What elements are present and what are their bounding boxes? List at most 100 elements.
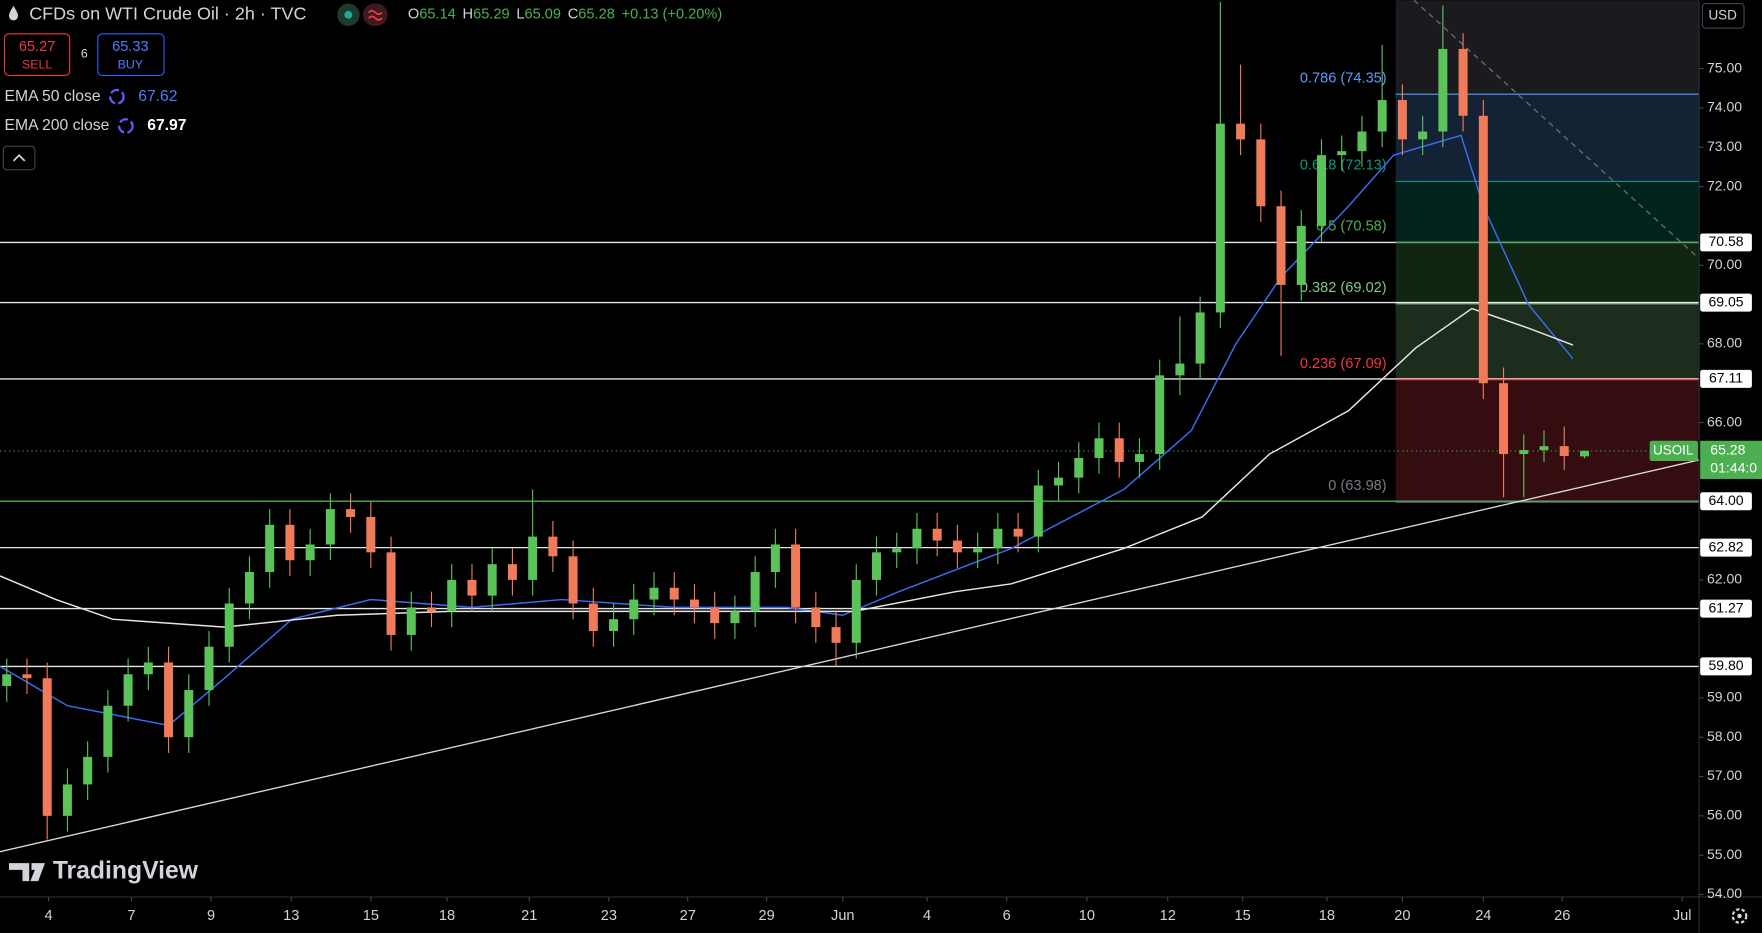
fib-label: 0.382 (69.02) <box>1300 280 1387 296</box>
candle-body <box>791 544 801 608</box>
candle-body <box>1317 155 1326 226</box>
legend-label: L <box>516 7 524 23</box>
collapse-button[interactable] <box>2 145 36 171</box>
candle-body <box>588 603 598 632</box>
currency-button[interactable] <box>1701 2 1745 29</box>
candle-body <box>204 646 214 691</box>
candle-body <box>305 544 315 561</box>
settings-icon-center <box>1737 913 1742 919</box>
candle-body <box>285 524 295 561</box>
legend-value: 65.29 <box>473 7 510 23</box>
settings-icon[interactable] <box>1731 908 1748 924</box>
candle-body <box>649 587 659 600</box>
candle-body <box>1276 206 1286 285</box>
candle-body <box>1478 115 1488 384</box>
candle-body <box>973 548 983 553</box>
ohlc-legend: O65.14 H65.29 L65.09 C65.28 +0.13 (+0.20%) <box>408 7 722 23</box>
price-line-label: 61.27 <box>1708 599 1743 615</box>
y-tick-label: 59.00 <box>1707 689 1742 705</box>
candle-body <box>386 552 396 635</box>
price-line-label: 69.05 <box>1708 293 1743 309</box>
watermark: TradingView <box>53 858 199 885</box>
price-line-box <box>1700 233 1752 252</box>
watermark-logo <box>8 863 45 882</box>
candle-body <box>851 579 861 643</box>
candle-body <box>952 540 962 553</box>
x-tick-label: 26 <box>1554 908 1570 924</box>
candle-body <box>244 572 254 604</box>
x-tick-label: 13 <box>283 908 299 924</box>
y-tick-label: 56.00 <box>1707 807 1742 823</box>
price-line-box <box>1700 369 1752 388</box>
candle-body <box>1499 383 1509 455</box>
trendline <box>1413 0 1700 260</box>
symbol-title[interactable]: CFDs on WTI Crude Oil · 2h · TVC <box>29 4 306 24</box>
candle-body <box>1236 123 1246 140</box>
indicator-value: 67.97 <box>147 117 187 134</box>
legend-change: +0.13 (+0.20%) <box>622 7 723 23</box>
indicator-name[interactable]: EMA 50 close <box>4 88 100 105</box>
x-tick-label: 15 <box>363 908 379 924</box>
candle-body <box>1195 312 1205 364</box>
fib-label: 0 (63.98) <box>1328 478 1386 494</box>
indicator-icon[interactable] <box>109 88 125 105</box>
candle-body <box>629 599 639 620</box>
candle-body <box>750 572 760 612</box>
candle-body <box>1074 457 1084 478</box>
x-tick-label: 9 <box>207 908 215 924</box>
buy-button[interactable] <box>97 33 165 77</box>
sell-button[interactable] <box>3 33 71 77</box>
symbol-label: USOIL <box>1653 442 1694 457</box>
x-tick-label: 23 <box>601 908 617 924</box>
candle-body <box>487 564 497 596</box>
candle-body <box>507 564 517 580</box>
candle-body <box>1013 528 1023 537</box>
candle-body <box>1519 450 1529 455</box>
candle-body <box>912 528 922 549</box>
y-tick-label: 68.00 <box>1707 335 1742 351</box>
y-tick-label: 74.00 <box>1707 99 1742 115</box>
y-tick-label: 58.00 <box>1707 728 1742 744</box>
candle-body <box>568 556 578 604</box>
price-line-box <box>1700 599 1752 618</box>
candle-body <box>1094 438 1104 458</box>
price-line-box <box>1700 293 1752 312</box>
price-line-label: 64.00 <box>1708 492 1743 508</box>
candle-body <box>1418 131 1428 140</box>
axes: 54.00 55.00 56.00 57.00 58.00 59.00 62.00 66.00… <box>44 59 1762 924</box>
x-tick-label: 24 <box>1475 908 1491 924</box>
y-tick-label: 62.00 <box>1707 571 1742 587</box>
status-icon[interactable] <box>362 3 388 26</box>
candle-body <box>1155 375 1165 455</box>
price-line-label: 70.58 <box>1708 233 1743 249</box>
x-tick-label: 29 <box>758 908 774 924</box>
buy-label: BUY <box>118 58 143 72</box>
candle-body <box>1337 151 1347 156</box>
candle-body <box>224 603 234 647</box>
x-tick-label: 18 <box>439 908 455 924</box>
fib-zone <box>1395 303 1700 380</box>
ema-line <box>0 134 1574 727</box>
candle-body <box>346 509 356 517</box>
ema-line <box>0 307 1574 628</box>
candle-body <box>1397 100 1407 140</box>
indicator-icon[interactable] <box>117 118 134 134</box>
y-tick-label: 72.00 <box>1707 177 1742 193</box>
price-line-label: 67.11 <box>1709 370 1743 386</box>
y-tick-label: 55.00 <box>1707 846 1742 862</box>
indicator-name[interactable]: EMA 200 close <box>4 117 109 134</box>
x-tick-label: 12 <box>1160 908 1176 924</box>
legend-value: 65.14 <box>419 7 456 23</box>
status-dot <box>344 10 353 19</box>
y-tick-label: 57.00 <box>1707 767 1742 783</box>
candle-body <box>892 548 902 553</box>
candle-body <box>1033 485 1043 537</box>
candle-body <box>932 528 942 541</box>
candle-body <box>164 662 174 738</box>
candle-body <box>427 607 437 612</box>
candle-body <box>103 705 113 757</box>
candle-body <box>2 674 12 687</box>
candle-body <box>62 784 72 816</box>
candle-body <box>467 579 477 596</box>
